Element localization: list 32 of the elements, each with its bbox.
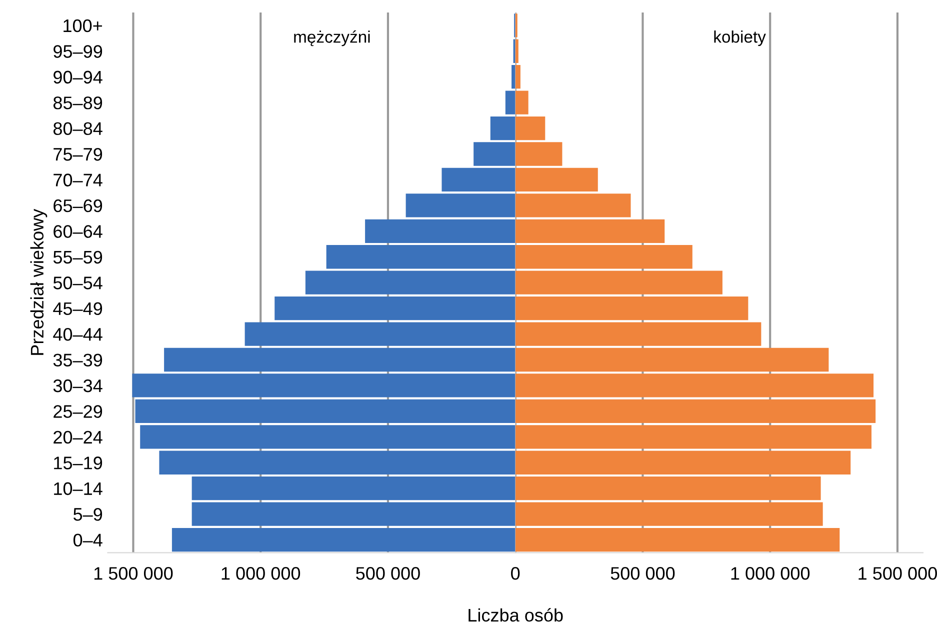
- y-tick-label: 25–29: [54, 405, 102, 418]
- y-tick-label: 5–9: [73, 508, 102, 521]
- y-tick-label: 65–69: [54, 199, 102, 212]
- y-tick-label: 85–89: [53, 96, 102, 110]
- x-tick-label: 1 000 000: [222, 567, 300, 580]
- y-tick-label: 45–49: [53, 302, 102, 316]
- text: mężczyźni: [294, 30, 370, 46]
- y-tick-label: 30–34: [53, 379, 102, 392]
- x-tick-label: 500 000: [610, 567, 675, 580]
- y-tick-label: 15–19: [54, 456, 102, 470]
- y-tick-label: 40–44: [53, 328, 102, 341]
- x-tick-label: 1 000 000: [731, 567, 810, 580]
- x-axis-title: Liczba osób: [468, 608, 563, 622]
- y-tick-label: 95–99: [54, 45, 102, 58]
- y-tick-label: 60–64: [54, 225, 102, 238]
- y-tick-label: 0–4: [73, 534, 102, 546]
- y-tick-label: 90–94: [54, 70, 102, 84]
- y-tick-label: 20–24: [54, 430, 102, 444]
- y-tick-label: 80–84: [53, 122, 102, 136]
- y-tick-label: 55–59: [53, 250, 102, 264]
- x-tick-label: 1 500 000: [858, 567, 937, 580]
- y-tick-label: 70–74: [54, 174, 102, 186]
- text: kobiety: [714, 30, 766, 46]
- y-tick-label: 100+: [64, 19, 102, 32]
- y-tick-label: 75–79: [54, 148, 102, 161]
- y-tick-label: 50–54: [53, 276, 102, 290]
- x-tick-label: 500 000: [356, 567, 420, 580]
- x-tick-label: 0: [511, 567, 520, 580]
- y-axis-title: Przedział wiekowy: [30, 208, 48, 355]
- y-tick-label: 10–14: [54, 482, 102, 496]
- y-tick-label: 35–39: [53, 354, 102, 366]
- x-tick-label: 1 500 000: [94, 567, 173, 580]
